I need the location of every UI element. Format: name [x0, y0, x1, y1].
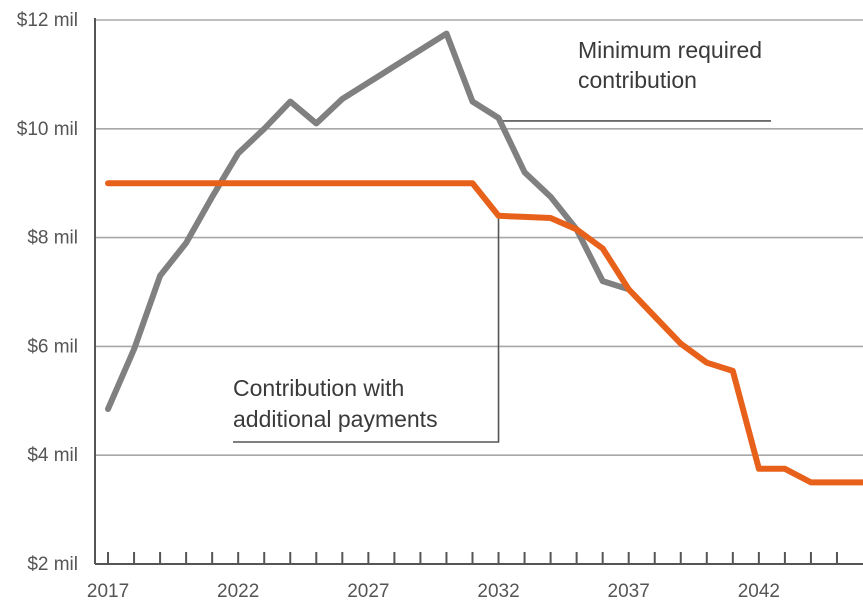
annotation-additional-payments-line: Contribution with	[233, 375, 404, 401]
x-axis: 2017 2022 2027 2032 2037 2042	[87, 18, 863, 602]
y-axis-labels: $2 mil $4 mil $6 mil $8 mil $10 mil $12 mil	[17, 10, 78, 575]
gridlines	[95, 19, 863, 457]
y-tick-label: $2 mil	[27, 554, 78, 575]
annotations: Minimum required contribution Contribution…	[233, 37, 762, 432]
x-tick-label: 2042	[738, 581, 780, 602]
x-tick-label: 2027	[347, 581, 389, 602]
annotation-minimum-required-line: Minimum required	[578, 37, 762, 63]
y-tick-label: $4 mil	[27, 445, 78, 466]
annotation-leader-additional-payments	[233, 215, 500, 443]
annotation-minimum-required-line: contribution	[578, 67, 697, 93]
annotation-additional-payments-line: additional payments	[233, 406, 438, 432]
y-tick-label: $10 mil	[17, 119, 78, 140]
series-lines	[105, 30, 863, 486]
y-tick-label: $6 mil	[27, 336, 78, 357]
x-tick-label: 2017	[87, 581, 129, 602]
x-tick-label: 2032	[477, 581, 519, 602]
y-tick-label: $12 mil	[17, 10, 78, 31]
annotation-leader-minimum-required	[498, 117, 771, 122]
x-tick-label: 2037	[608, 581, 650, 602]
x-tick-label: 2022	[217, 581, 259, 602]
series-line-minimum-required	[105, 30, 632, 412]
y-tick-label: $8 mil	[27, 228, 78, 249]
series-line-additional-payments	[105, 180, 863, 486]
